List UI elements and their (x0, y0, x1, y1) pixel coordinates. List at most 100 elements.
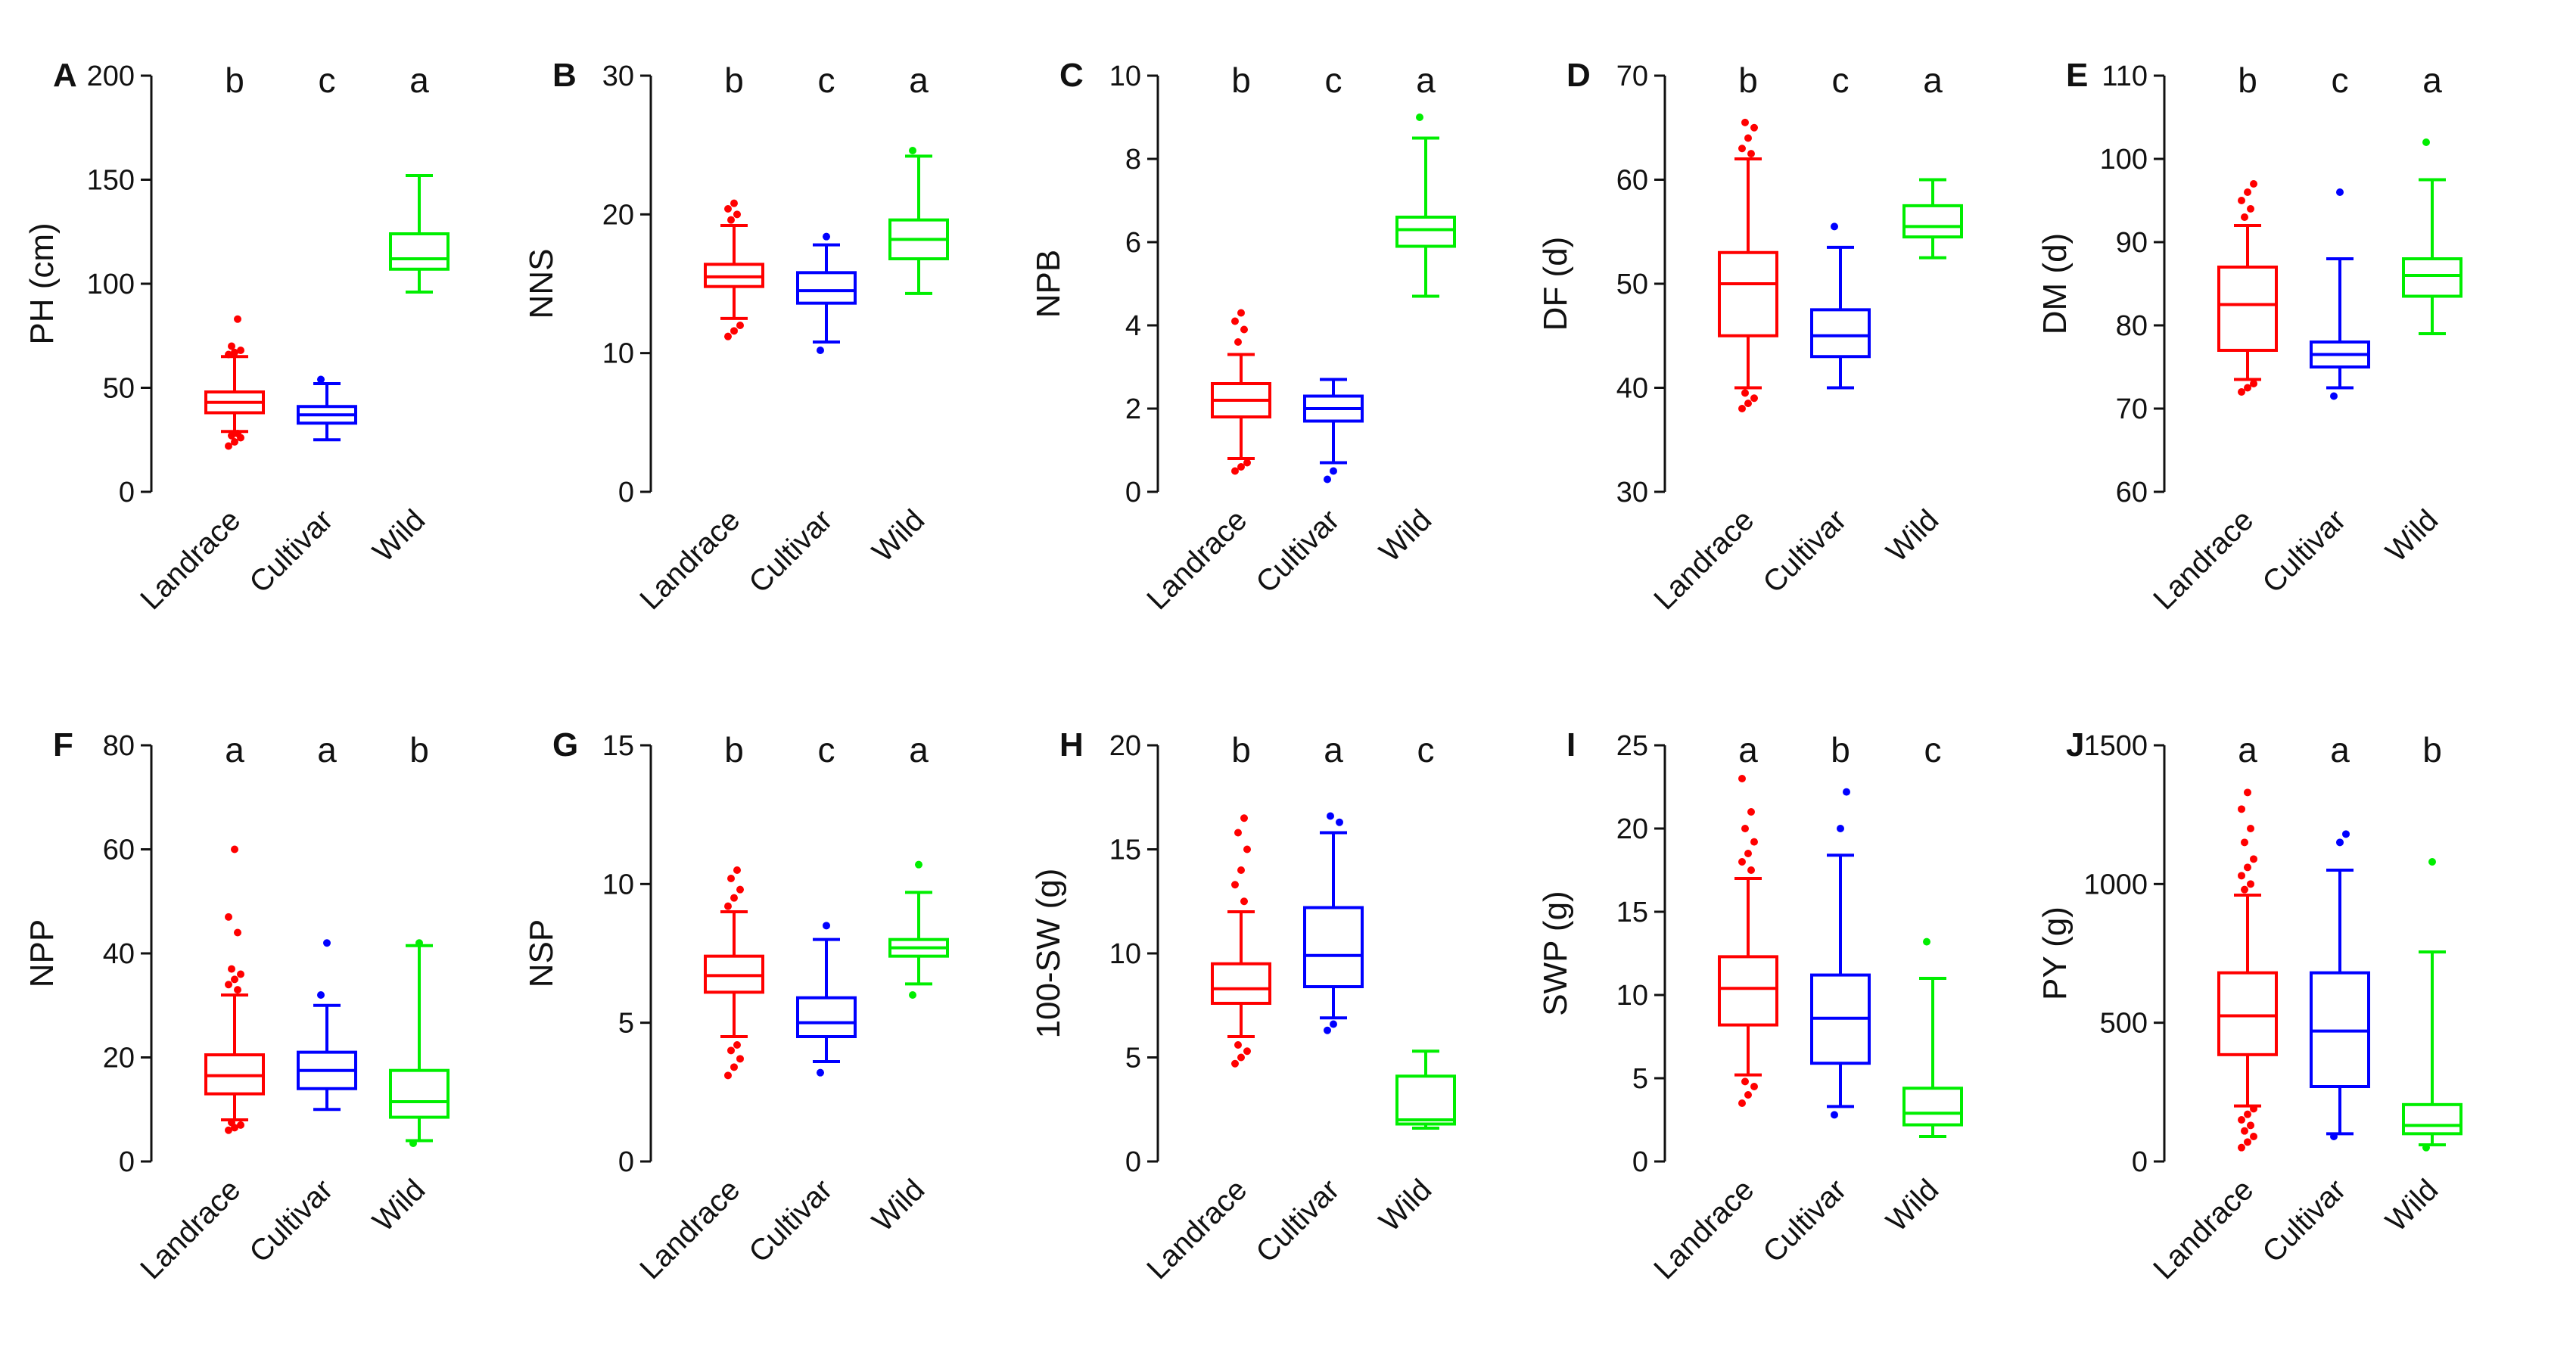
outlier-point (1231, 1059, 1239, 1068)
outlier-point (730, 894, 738, 902)
category-label-e: Landrace (2147, 503, 2260, 616)
outlier-point (1234, 1041, 1242, 1049)
box-iqr (796, 271, 857, 305)
box-iqr (1211, 962, 1271, 1005)
outlier-point (237, 970, 244, 978)
outlier-point (1831, 1111, 1838, 1119)
outlier-point (1750, 394, 1758, 403)
outlier-point (909, 991, 916, 999)
box-a-wild: a Wild (366, 61, 450, 568)
box-e-wild: a Wild (2379, 61, 2462, 568)
y-tick-label-i: 15 (1616, 897, 1648, 928)
outlier-point (733, 1041, 741, 1049)
significance-letter-c: a (1416, 61, 1436, 100)
outlier-point (2241, 838, 2248, 847)
box-iqr (389, 1068, 450, 1119)
box-e-cultivar: c Cultivar (2256, 61, 2370, 599)
box-h-cultivar: a Cultivar (1249, 730, 1364, 1269)
significance-letter-a: a (409, 61, 429, 100)
outlier-point (1747, 866, 1755, 874)
outlier-point (1324, 1026, 1331, 1034)
y-axis-title-f: NPP (23, 919, 61, 987)
outlier-point (409, 1139, 417, 1147)
y-axis-title-a: PH (cm) (23, 222, 61, 344)
panel-letter-j: J (2066, 726, 2084, 763)
outlier-point (915, 860, 922, 869)
outlier-point (1330, 1020, 1337, 1028)
y-tick-label-g: 5 (618, 1008, 634, 1040)
category-label-h: Cultivar (1249, 1173, 1346, 1269)
outlier-point (2247, 205, 2254, 213)
y-tick-label-b: 10 (602, 338, 634, 370)
outlier-point (724, 205, 732, 213)
y-tick-label-f: 60 (103, 835, 135, 866)
y-tick-label-i: 5 (1632, 1063, 1648, 1095)
panel-i: I 0 5 10 15 20 25 SWP (g) a Landrace b Cultivar c Wil… (1537, 726, 1963, 1286)
outlier-point (730, 1063, 738, 1071)
outlier-point (317, 375, 325, 384)
outlier-point (2250, 1133, 2257, 1140)
y-tick-label-h: 20 (1109, 730, 1141, 762)
significance-letter-c: c (1325, 61, 1342, 100)
box-iqr (1303, 906, 1364, 988)
outlier-point (1738, 405, 1746, 412)
box-j-landrace: a Landrace (2147, 730, 2278, 1286)
box-iqr (1718, 250, 1778, 337)
outlier-point (2238, 1143, 2245, 1152)
category-label-d: Landrace (1647, 503, 1760, 616)
outlier-point (1336, 818, 1343, 826)
significance-letter-c: b (1231, 61, 1251, 100)
outlier-point (2428, 858, 2436, 866)
outlier-point (727, 1046, 735, 1055)
outlier-point (2250, 855, 2257, 863)
box-f-wild: b Wild (366, 730, 450, 1238)
outlier-point (730, 327, 738, 335)
box-f-landrace: a Landrace (134, 730, 265, 1286)
outlier-point (733, 210, 741, 219)
outlier-point (2342, 830, 2350, 838)
significance-letter-b: c (818, 61, 835, 100)
significance-letter-d: c (1832, 61, 1850, 100)
outlier-point (323, 939, 331, 947)
y-tick-label-i: 25 (1616, 730, 1648, 762)
outlier-point (2422, 138, 2430, 146)
box-iqr (1718, 955, 1778, 1027)
y-tick-label-c: 0 (1125, 477, 1141, 508)
box-c-cultivar: c Cultivar (1249, 61, 1364, 599)
outlier-point (2244, 788, 2251, 797)
outlier-point (736, 322, 744, 329)
outlier-point (2238, 805, 2245, 813)
y-tick-label-c: 8 (1125, 144, 1141, 176)
box-d-landrace: b Landrace (1647, 61, 1778, 616)
outlier-point (2238, 388, 2245, 396)
outlier-point (231, 845, 238, 854)
outlier-point (2244, 1138, 2251, 1146)
y-tick-label-c: 10 (1109, 61, 1141, 92)
category-label-j: Cultivar (2256, 1173, 2352, 1269)
y-tick-label-b: 30 (602, 61, 634, 92)
panel-a: A 0 50 100 150 200 PH (cm) b Landrace c Cultivar a W… (23, 57, 450, 616)
outlier-point (2336, 188, 2344, 196)
significance-letter-f: a (317, 730, 337, 770)
outlier-point (2247, 825, 2254, 832)
outlier-point (2244, 863, 2251, 872)
category-label-c: Cultivar (1249, 503, 1346, 599)
outlier-point (2422, 1143, 2430, 1152)
significance-letter-g: c (818, 730, 835, 770)
panel-letter-h: H (1059, 726, 1084, 763)
panel-g: G 0 5 10 15 NSP b Landrace c Cultivar a Wild (523, 726, 949, 1286)
outlier-point (2241, 1127, 2248, 1135)
y-tick-label-d: 70 (1616, 61, 1648, 92)
panel-letter-c: C (1059, 57, 1084, 94)
panel-letter-f: F (53, 726, 73, 763)
box-h-wild: c Wild (1373, 730, 1456, 1238)
y-tick-label-a: 200 (87, 61, 135, 92)
y-axis-title-e: DM (d) (2036, 233, 2074, 334)
outlier-point (1750, 1083, 1758, 1090)
outlier-point (225, 1126, 232, 1134)
box-iqr (2217, 971, 2278, 1056)
y-tick-label-e: 100 (2100, 144, 2148, 176)
outlier-point (724, 332, 732, 340)
significance-letter-a: c (319, 61, 336, 100)
panel-e: E 60 70 80 90 100 110 DM (d) b Landrace c Cultivar a… (2036, 57, 2462, 616)
